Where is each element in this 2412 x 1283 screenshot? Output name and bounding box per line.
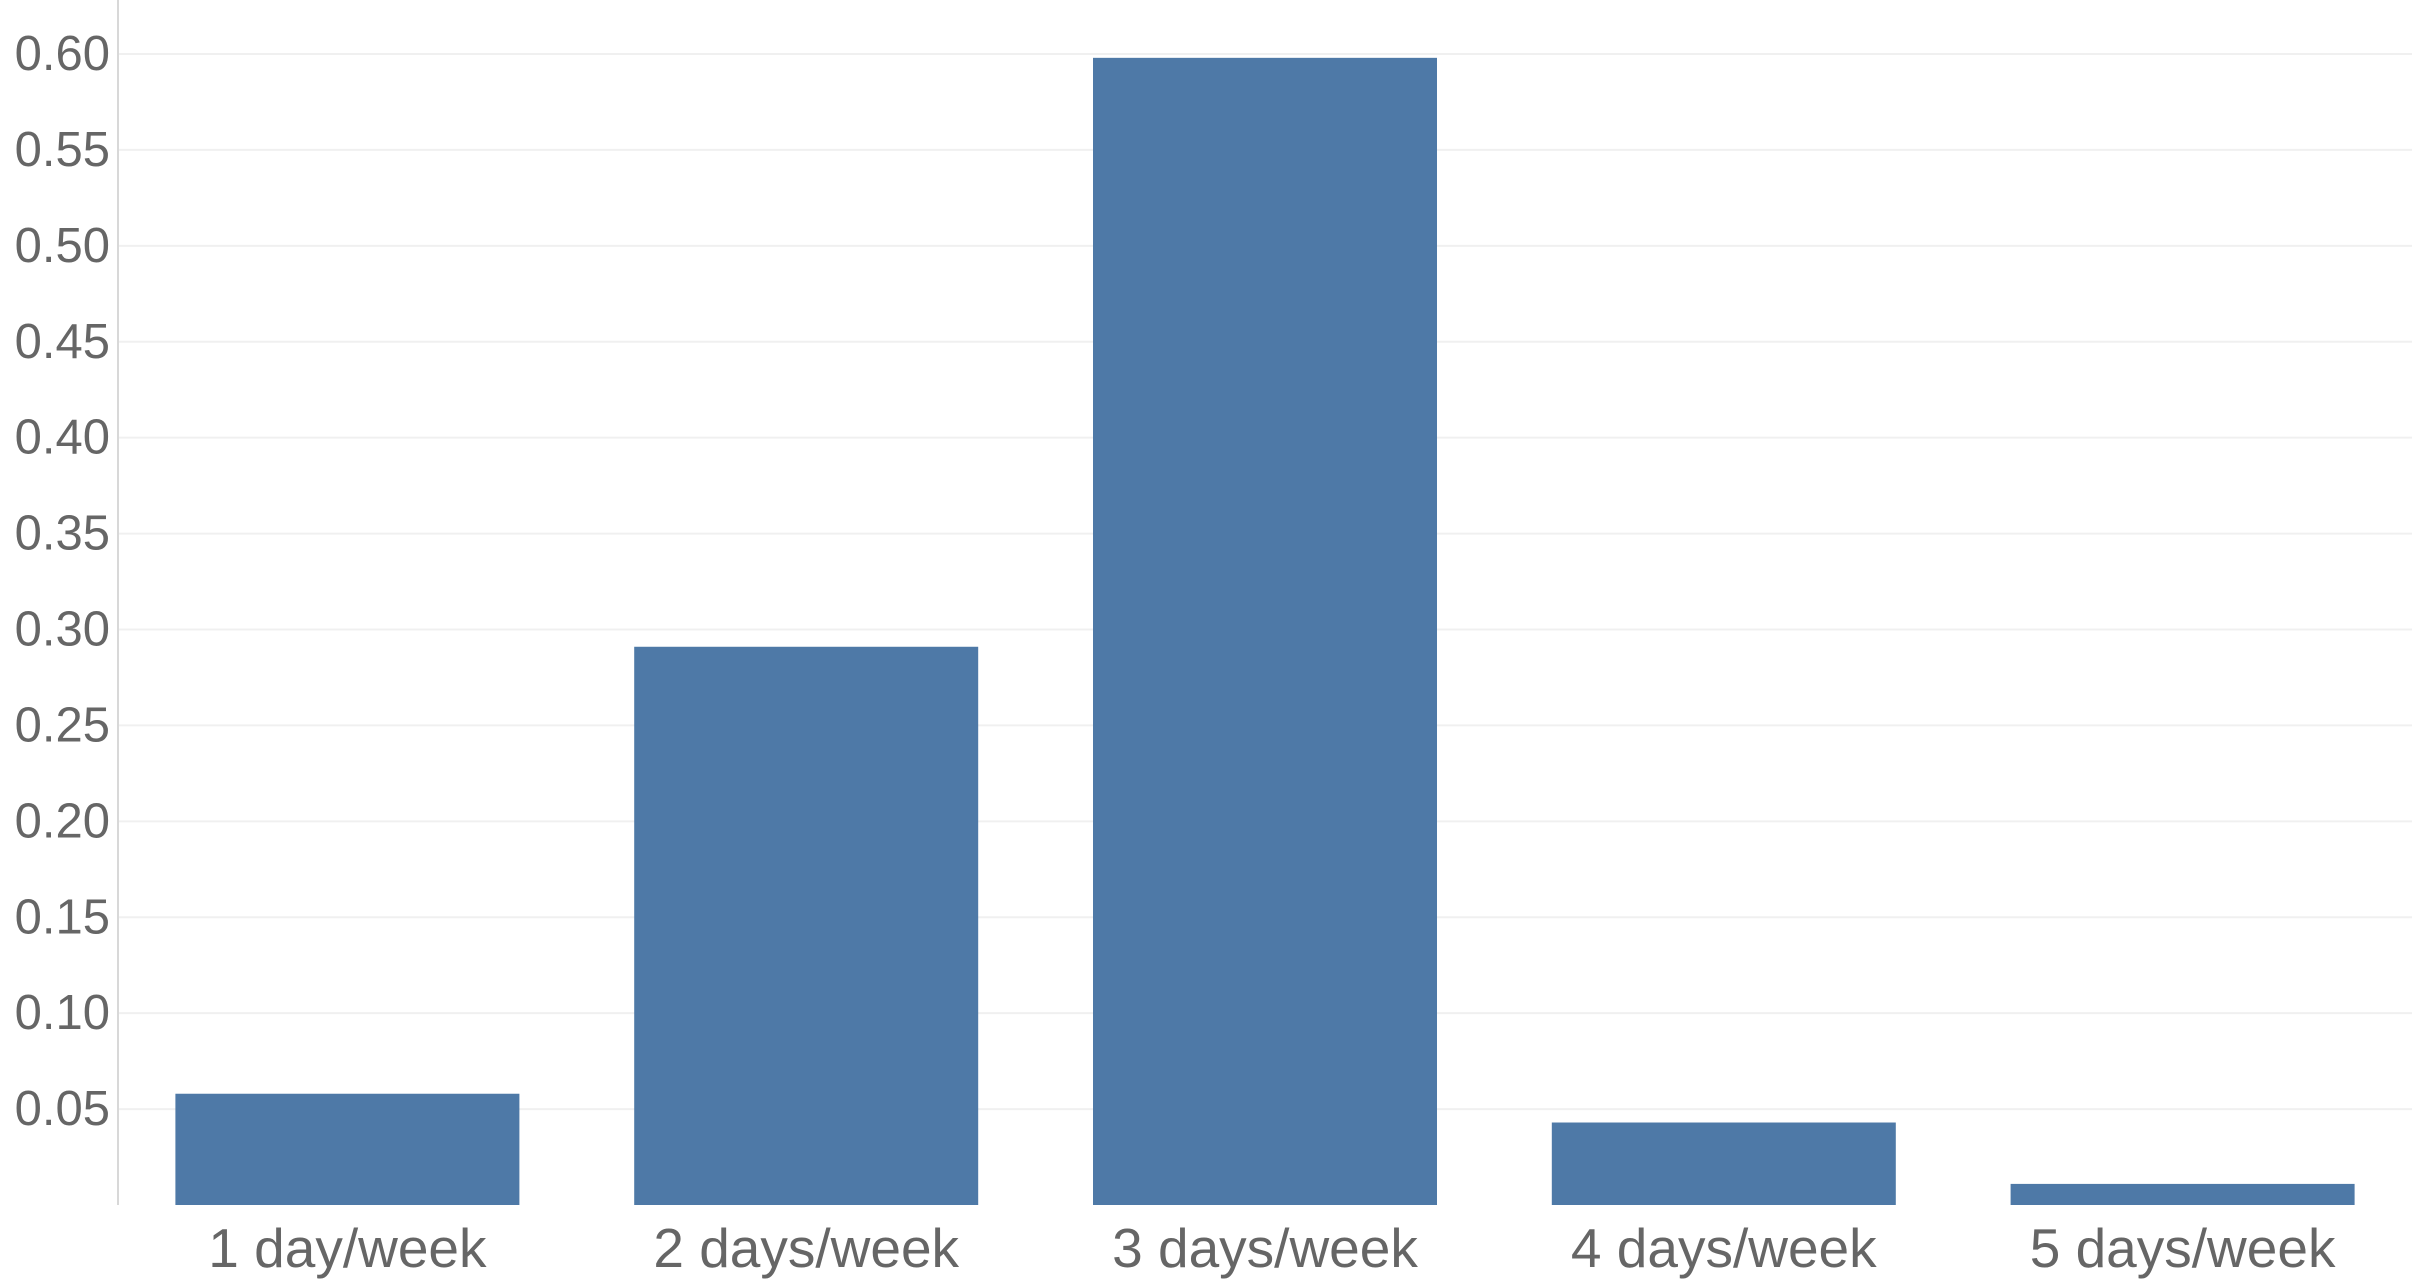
y-tick-label: 0.55 <box>15 123 110 177</box>
y-tick-label: 0.50 <box>15 219 110 273</box>
y-axis-ticks: 0.05 0.10 0.15 0.20 0.25 0.30 0.35 0.40 0.45 0.50… <box>15 27 110 1136</box>
y-tick-label: 0.15 <box>15 890 110 944</box>
x-tick-label: 2 days/week <box>653 1217 959 1279</box>
y-tick-label: 0.60 <box>15 27 110 81</box>
y-tick-label: 0.20 <box>15 794 110 848</box>
y-tick-label: 0.30 <box>15 603 110 657</box>
bar <box>175 1093 520 1205</box>
x-tick-label: 3 days/week <box>1112 1217 1418 1279</box>
x-axis-labels: 1 day/week 2 days/week 3 days/week 4 days/w… <box>208 1217 2336 1279</box>
bars <box>175 57 2355 1205</box>
bar <box>2010 1183 2355 1205</box>
bar <box>1093 57 1437 1205</box>
bar <box>634 646 979 1205</box>
x-tick-label: 5 days/week <box>2030 1217 2336 1279</box>
y-tick-label: 0.35 <box>15 507 110 561</box>
bar <box>1551 1122 1896 1205</box>
y-tick-label: 0.05 <box>15 1082 110 1136</box>
y-tick-label: 0.40 <box>15 411 110 465</box>
y-tick-label: 0.10 <box>15 986 110 1040</box>
x-tick-label: 4 days/week <box>1571 1217 1877 1279</box>
y-tick-label: 0.25 <box>15 698 110 752</box>
x-tick-label: 1 day/week <box>208 1217 487 1279</box>
y-tick-label: 0.45 <box>15 315 110 369</box>
